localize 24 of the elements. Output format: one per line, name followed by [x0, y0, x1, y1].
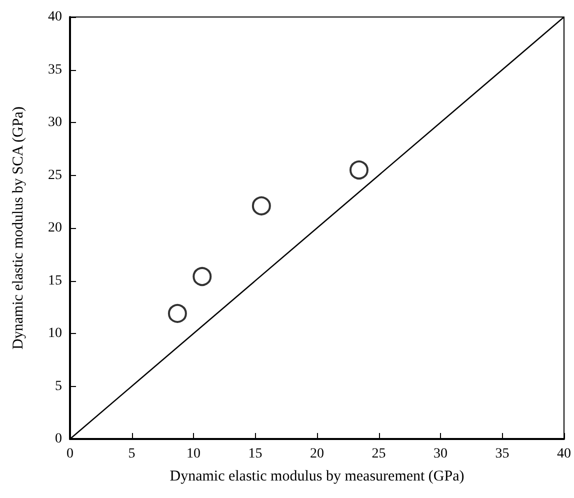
x-tick-label: 0: [66, 446, 74, 462]
point: [252, 196, 271, 216]
x-tick-label: 5: [128, 446, 136, 462]
y-tick-label: 0: [55, 432, 62, 446]
y-tick-label: 25: [48, 168, 62, 183]
point: [168, 304, 187, 323]
x-tick-label: 10: [186, 446, 200, 462]
y-tick-label: 40: [48, 10, 62, 24]
y-tick-label: 10: [48, 326, 62, 341]
y-axis-title: Dynamic elastic modulus by SCA (GPa): [10, 106, 26, 350]
y-tick-label: 30: [48, 115, 62, 130]
x-tick-label: 35: [495, 446, 510, 462]
x-tick-label: 25: [372, 446, 386, 462]
point: [192, 267, 212, 286]
x-tick-label: 15: [248, 446, 262, 462]
y-tick-label: 5: [55, 378, 62, 394]
y-tick-label: 15: [48, 273, 62, 288]
y-tick-label: 20: [48, 220, 62, 236]
x-axis-title: Dynamic elastic modulus by measurement (GPa): [170, 468, 464, 484]
point: [350, 160, 368, 180]
x-tick-label: 40: [557, 446, 571, 462]
x-tick-label: 30: [434, 446, 448, 462]
y-tick-label: 35: [48, 62, 62, 78]
x-tick-label: 20: [310, 446, 324, 462]
